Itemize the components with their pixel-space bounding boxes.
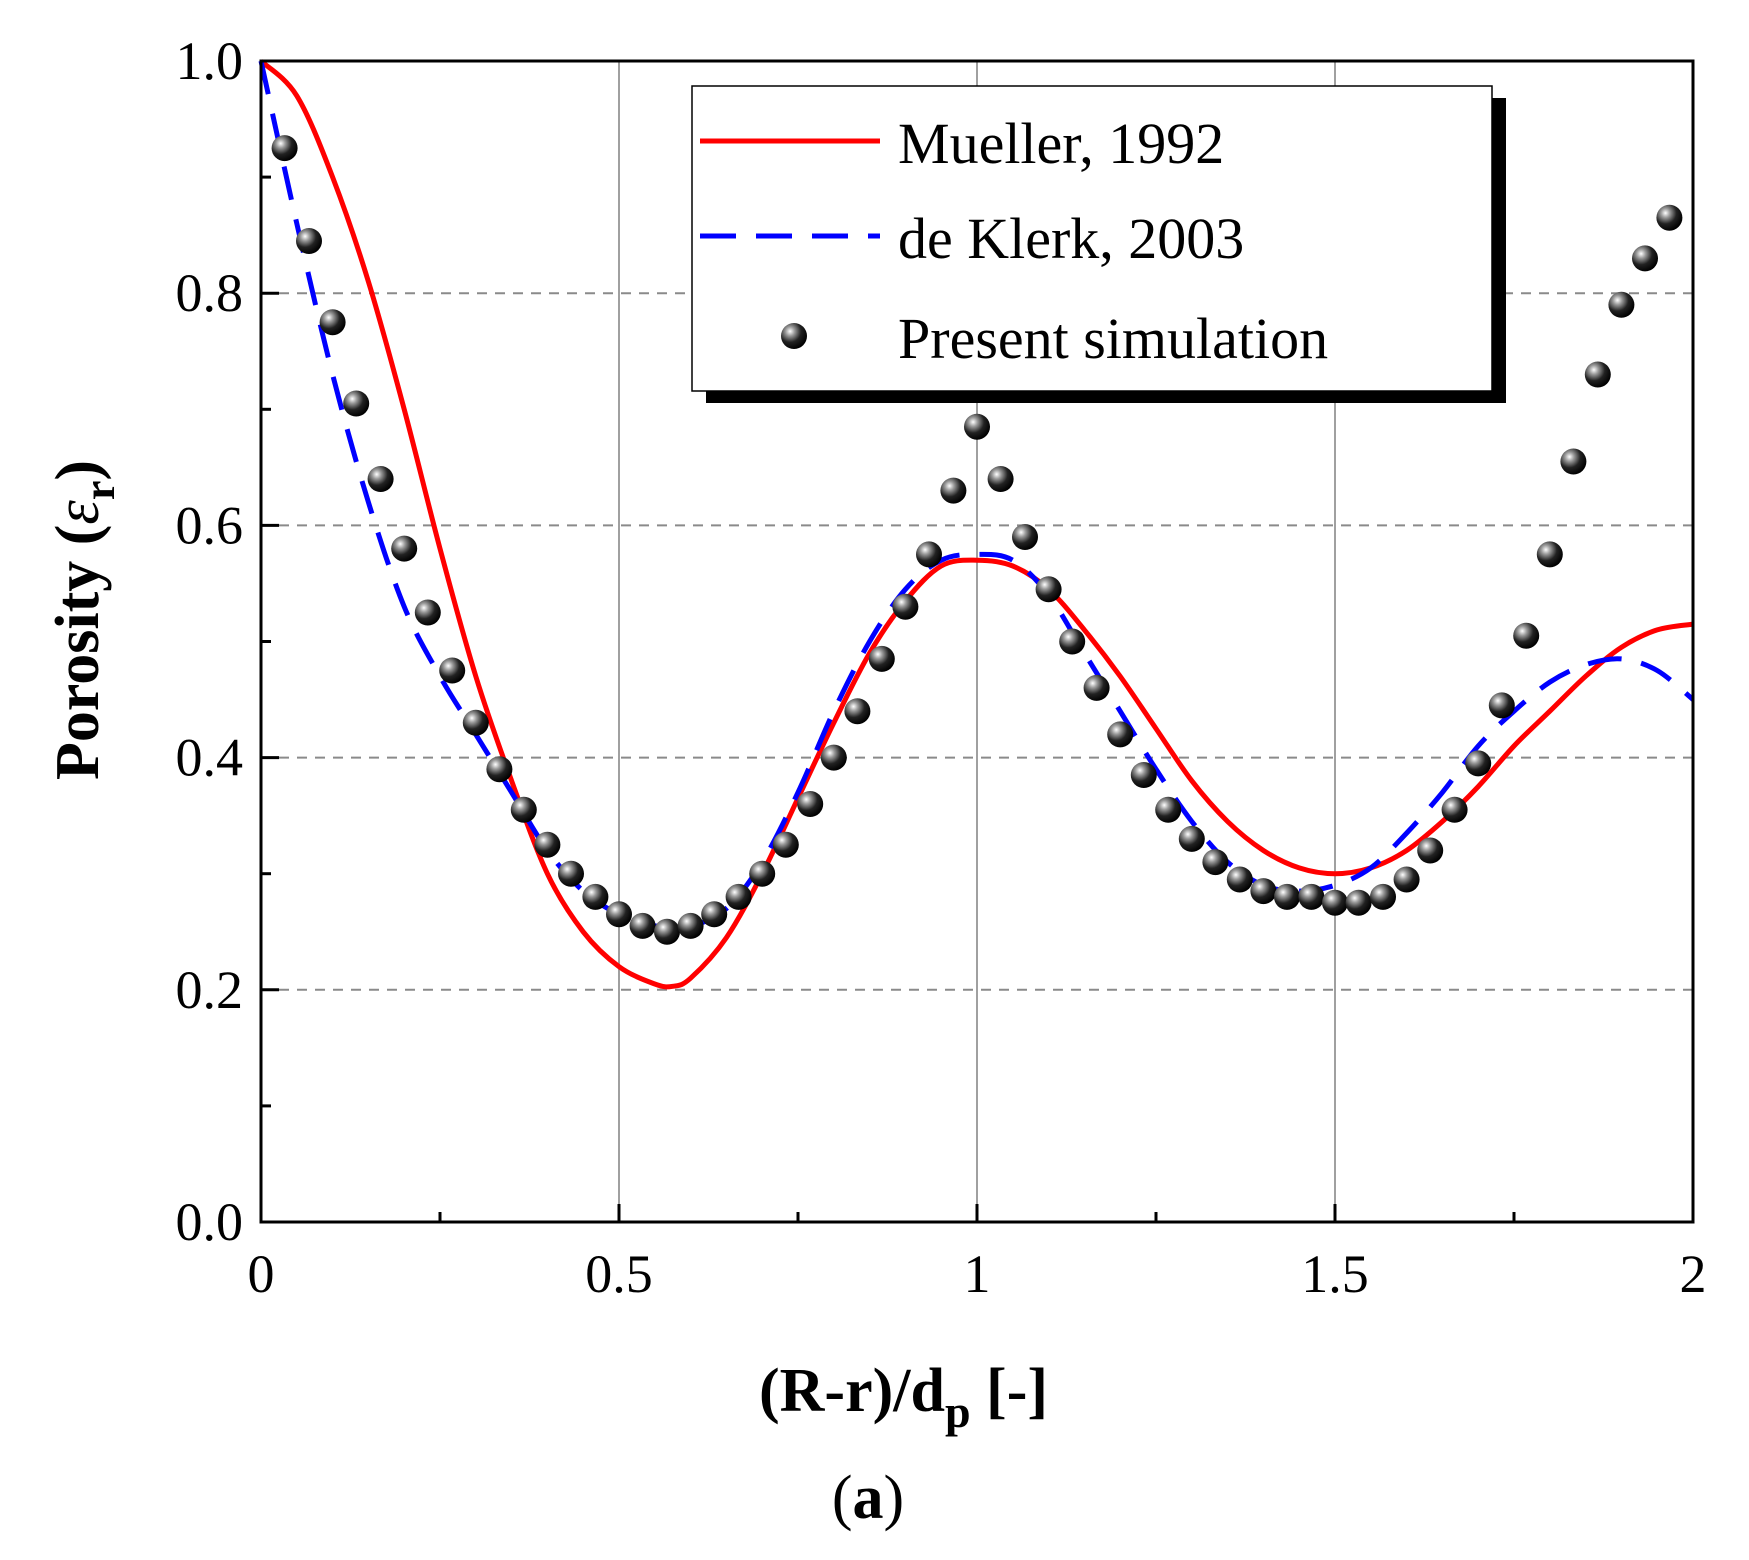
simulation-point-28 <box>940 478 966 504</box>
simulation-point-35 <box>1107 721 1133 747</box>
simulation-point-15 <box>630 913 656 939</box>
legend-marker-simulation <box>781 323 807 349</box>
simulation-point-24 <box>844 698 870 724</box>
x-axis-title-main: (R-r)/d <box>759 1357 945 1425</box>
simulation-point-45 <box>1346 890 1372 916</box>
simulation-point-10 <box>511 797 537 823</box>
legend-label-mueller: Mueller, 1992 <box>898 111 1224 176</box>
y-tick-label-2: 0.4 <box>176 728 244 788</box>
y-axis-title-symbol: ε <box>44 500 112 525</box>
simulation-point-44 <box>1322 890 1348 916</box>
simulation-point-36 <box>1131 762 1157 788</box>
simulation-point-30 <box>988 466 1014 492</box>
simulation-point-25 <box>869 646 895 672</box>
simulation-point-51 <box>1489 692 1515 718</box>
simulation-point-0 <box>272 135 298 161</box>
simulation-point-21 <box>773 832 799 858</box>
simulation-point-53 <box>1537 541 1563 567</box>
simulation-point-12 <box>558 861 584 887</box>
simulation-point-18 <box>701 901 727 927</box>
x-tick-label-3: 1.5 <box>1301 1244 1369 1304</box>
simulation-point-56 <box>1608 292 1634 318</box>
caption-letter: a <box>853 1464 884 1532</box>
simulation-point-46 <box>1370 884 1396 910</box>
simulation-point-38 <box>1179 826 1205 852</box>
caption-open: ( <box>832 1464 853 1532</box>
porosity-chart: 0 0.5 1 1.5 2 0.0 0.2 0.4 0.6 0.8 1.0 Mueller, 199… <box>0 0 1749 1560</box>
x-axis-title: (R-r)/dp [-] <box>759 1357 1048 1437</box>
simulation-point-14 <box>606 901 632 927</box>
y-tick-label-3: 0.6 <box>176 495 244 555</box>
caption-close: ) <box>884 1464 905 1532</box>
simulation-point-34 <box>1084 675 1110 701</box>
simulation-point-40 <box>1227 867 1253 893</box>
simulation-point-42 <box>1274 884 1300 910</box>
legend-label-simulation: Present simulation <box>898 306 1328 371</box>
simulation-point-2 <box>320 309 346 335</box>
simulation-point-54 <box>1560 449 1586 475</box>
figure-caption: (a) <box>832 1464 904 1532</box>
simulation-point-16 <box>654 919 680 945</box>
simulation-point-4 <box>368 466 394 492</box>
simulation-point-3 <box>343 391 369 417</box>
simulation-point-37 <box>1155 797 1181 823</box>
simulation-point-5 <box>391 536 417 562</box>
simulation-point-19 <box>726 884 752 910</box>
x-tick-label-2: 1 <box>964 1244 991 1304</box>
y-tick-label-4: 0.8 <box>176 263 244 323</box>
simulation-point-48 <box>1417 838 1443 864</box>
simulation-point-11 <box>534 832 560 858</box>
x-tick-label-0: 0 <box>248 1244 275 1304</box>
y-axis-title-main: Porosity ( <box>44 525 112 780</box>
simulation-point-31 <box>1012 524 1038 550</box>
simulation-point-7 <box>439 658 465 684</box>
simulation-point-26 <box>892 594 918 620</box>
y-tick-label-0: 0.0 <box>176 1192 244 1252</box>
x-axis-title-tail: [-] <box>971 1357 1048 1425</box>
simulation-point-50 <box>1465 750 1491 776</box>
simulation-point-20 <box>749 861 775 887</box>
simulation-point-1 <box>296 228 322 254</box>
simulation-point-43 <box>1298 884 1324 910</box>
simulation-point-23 <box>821 745 847 771</box>
simulation-point-32 <box>1036 576 1062 602</box>
simulation-point-33 <box>1059 629 1085 655</box>
y-axis-title-sub: r <box>75 481 124 501</box>
simulation-point-6 <box>415 600 441 626</box>
y-axis-title: Porosity (εr) <box>44 460 124 780</box>
simulation-point-41 <box>1250 878 1276 904</box>
simulation-point-57 <box>1632 245 1658 271</box>
simulation-point-49 <box>1442 797 1468 823</box>
y-axis-title-tail: ) <box>44 460 112 481</box>
simulation-point-8 <box>463 710 489 736</box>
y-tick-label-5: 1.0 <box>176 31 244 91</box>
simulation-point-52 <box>1513 623 1539 649</box>
simulation-point-13 <box>582 884 608 910</box>
x-axis-title-sub: p <box>945 1386 971 1437</box>
simulation-point-47 <box>1394 867 1420 893</box>
simulation-point-17 <box>678 913 704 939</box>
simulation-point-27 <box>916 541 942 567</box>
simulation-point-39 <box>1202 849 1228 875</box>
simulation-point-58 <box>1656 205 1682 231</box>
simulation-point-9 <box>486 756 512 782</box>
x-tick-label-4: 2 <box>1680 1244 1707 1304</box>
y-tick-label-1: 0.2 <box>176 960 244 1020</box>
x-tick-label-1: 0.5 <box>585 1244 653 1304</box>
legend: Mueller, 1992 de Klerk, 2003 Present sim… <box>692 86 1506 403</box>
simulation-point-29 <box>964 414 990 440</box>
simulation-point-55 <box>1585 362 1611 388</box>
legend-label-deklerk: de Klerk, 2003 <box>898 206 1244 271</box>
simulation-point-22 <box>797 791 823 817</box>
